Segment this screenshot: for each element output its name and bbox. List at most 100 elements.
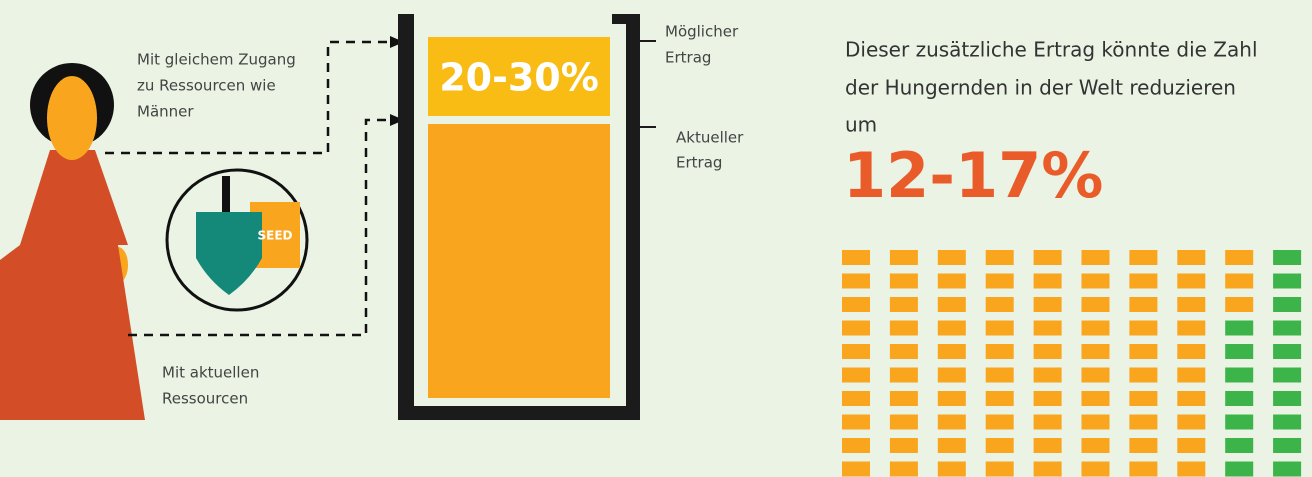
waffle-cell (1129, 320, 1158, 336)
waffle-cell (889, 414, 918, 430)
waffle-cell (1129, 461, 1158, 477)
gain-block (428, 37, 610, 116)
waffle-cell (889, 438, 918, 453)
woman (0, 63, 145, 420)
possible-yield: Ertrag (665, 49, 711, 67)
statement: Dieser zusätzliche Ertrag könnte die Zah… (845, 38, 1258, 62)
waffle-cell (1177, 391, 1206, 406)
waffle-cell (1273, 320, 1302, 336)
waffle-cell (1273, 438, 1302, 453)
waffle-cell (1033, 367, 1062, 383)
waffle-cell (1177, 461, 1206, 477)
waffle-cell (1273, 461, 1302, 477)
waffle-cell (1033, 320, 1062, 336)
access-label: Mit gleichem Zugang (137, 51, 296, 69)
waffle-cell (842, 438, 870, 453)
arrow-head (390, 114, 404, 126)
waffle-cell (1225, 391, 1254, 406)
hunger-reduction: 12-17% (843, 139, 1103, 212)
waffle-cell (985, 461, 1014, 477)
waffle-cell (842, 273, 870, 289)
waffle-cell (1081, 320, 1110, 336)
waffle-cell (985, 391, 1014, 406)
waffle-cell (1081, 438, 1110, 453)
arrow-head (390, 36, 404, 48)
waffle-cell (842, 367, 870, 383)
waffle-cell (985, 250, 1014, 265)
current-yield: Ertrag (676, 154, 722, 172)
statement: um (845, 113, 877, 137)
waffle-cell (1081, 367, 1110, 383)
waffle-cell (1177, 320, 1206, 336)
waffle-cell (1177, 414, 1206, 430)
waffle-cell (842, 297, 870, 312)
waffle-cell (1225, 273, 1254, 289)
waffle-cell (889, 320, 918, 336)
waffle-cell (889, 273, 918, 289)
waffle-cell (1177, 250, 1206, 265)
current-block (428, 124, 610, 398)
waffle-cell (937, 320, 966, 336)
waffle-cell (889, 367, 918, 383)
waffle-cell (937, 344, 966, 359)
waffle-cell (1225, 320, 1254, 336)
waffle-cell (1225, 297, 1254, 312)
waffle-cell (985, 438, 1014, 453)
container (398, 14, 656, 420)
waffle-cell (985, 344, 1014, 359)
current-yield: Aktueller (676, 129, 744, 147)
waffle-cell (937, 250, 966, 265)
waffle-cell (842, 461, 870, 477)
waffle-cell (1033, 414, 1062, 430)
waffle-cell (842, 320, 870, 336)
waffle-cell (1081, 414, 1110, 430)
waffle-cell (937, 273, 966, 289)
waffle-cell (1225, 344, 1254, 359)
waffle-cell (1273, 344, 1302, 359)
current-label: Ressourcen (162, 390, 248, 408)
waffle-cell (1177, 297, 1206, 312)
waffle-cell (1129, 438, 1158, 453)
waffle-cell (889, 344, 918, 359)
waffle-cell (842, 344, 870, 359)
tool-circle (165, 168, 309, 312)
waffle-cell (1225, 461, 1254, 477)
possible-yield: Möglicher (665, 23, 739, 41)
access-label: Männer (137, 103, 194, 121)
waffle-cell (1225, 414, 1254, 430)
waffle-cell (889, 461, 918, 477)
current-label: Mit aktuellen (162, 364, 259, 382)
waffle-cell (1273, 273, 1302, 289)
waffle-cell (842, 414, 870, 430)
waffle-cell (1129, 297, 1158, 312)
access-label: zu Ressourcen wie (137, 77, 276, 95)
waffle-cell (1033, 344, 1062, 359)
statement: der Hungernden in der Welt reduzieren (845, 76, 1236, 100)
waffle-cell (937, 391, 966, 406)
waffle-cell (1129, 273, 1158, 289)
waffle-cell (985, 297, 1014, 312)
waffle-cell (937, 297, 966, 312)
waffle-cell (1177, 367, 1206, 383)
waffle-cell (985, 320, 1014, 336)
dashed-arrows (105, 40, 394, 337)
waffle-cell (1033, 438, 1062, 453)
waffle-cell (889, 391, 918, 406)
waffle-cell (842, 391, 870, 406)
waffle-cell (1129, 391, 1158, 406)
waffle-cell (1033, 297, 1062, 312)
waffle-cell (1129, 414, 1158, 430)
waffle-cell (1081, 461, 1110, 477)
waffle-cell (889, 297, 918, 312)
waffle-cell (1225, 438, 1254, 453)
waffle-cell (1177, 438, 1206, 453)
waffle-cell (1225, 250, 1254, 265)
waffle-cell (937, 414, 966, 430)
waffle-cell (937, 438, 966, 453)
waffle-cell (1225, 367, 1254, 383)
waffle-cell (1273, 367, 1302, 383)
waffle-cell (1129, 250, 1158, 265)
waffle-cell (1129, 367, 1158, 383)
waffle-cell (937, 367, 966, 383)
waffle-cell (1177, 273, 1206, 289)
